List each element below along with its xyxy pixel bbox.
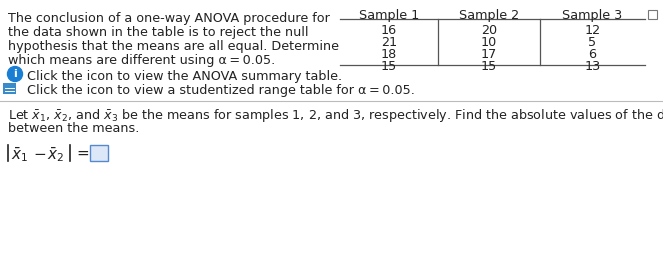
Text: 13: 13 xyxy=(584,60,601,73)
Bar xyxy=(3,83,16,94)
Text: Sample 2: Sample 2 xyxy=(459,9,519,22)
Text: the data shown in the table is to reject the null: the data shown in the table is to reject… xyxy=(8,26,308,39)
Text: 12: 12 xyxy=(585,24,601,37)
Text: 15: 15 xyxy=(481,60,497,73)
Text: $\bar{x}_2$: $\bar{x}_2$ xyxy=(47,145,64,164)
Text: $=$: $=$ xyxy=(74,145,90,160)
Text: $\bar{x}_1$: $\bar{x}_1$ xyxy=(11,145,29,164)
Text: Sample 1: Sample 1 xyxy=(359,9,419,22)
Text: Click the icon to view a studentized range table for α = 0.05.: Click the icon to view a studentized ran… xyxy=(27,84,415,97)
Text: Sample 3: Sample 3 xyxy=(562,9,623,22)
Bar xyxy=(90,145,108,161)
Circle shape xyxy=(7,67,23,81)
Text: 17: 17 xyxy=(481,48,497,61)
Text: 16: 16 xyxy=(381,24,397,37)
Text: Click the icon to view the ANOVA summary table.: Click the icon to view the ANOVA summary… xyxy=(27,70,342,83)
Text: between the means.: between the means. xyxy=(8,122,139,135)
Text: 5: 5 xyxy=(589,36,597,49)
Text: The conclusion of a one-way ANOVA procedure for: The conclusion of a one-way ANOVA proced… xyxy=(8,12,330,25)
Text: $-$: $-$ xyxy=(33,145,46,160)
Text: 15: 15 xyxy=(381,60,397,73)
Text: hypothesis that the means are all equal. Determine: hypothesis that the means are all equal.… xyxy=(8,40,339,53)
Text: 21: 21 xyxy=(381,36,397,49)
Text: i: i xyxy=(13,69,17,79)
Text: which means are different using α = 0.05.: which means are different using α = 0.05… xyxy=(8,54,275,67)
Text: 10: 10 xyxy=(481,36,497,49)
Text: 6: 6 xyxy=(589,48,597,61)
Bar xyxy=(648,10,657,19)
Text: Let $\bar{x}_1$, $\bar{x}_2$, and $\bar{x}_3$ be the means for samples 1, 2, and: Let $\bar{x}_1$, $\bar{x}_2$, and $\bar{… xyxy=(8,107,663,124)
Text: 18: 18 xyxy=(381,48,397,61)
Text: 20: 20 xyxy=(481,24,497,37)
